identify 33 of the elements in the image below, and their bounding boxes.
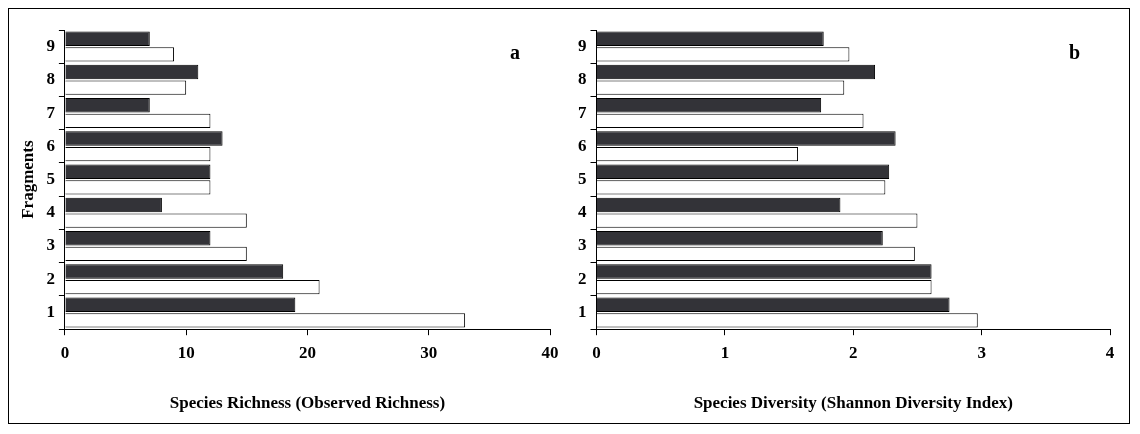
- y-tick-label: 3: [578, 235, 587, 255]
- x-tick-label: 30: [420, 342, 438, 362]
- y-tick-label: 5: [578, 168, 587, 188]
- y-tick-label: 2: [578, 268, 587, 288]
- y-tick-label: 4: [46, 202, 56, 222]
- y-tick-label: 9: [46, 36, 55, 56]
- x-tick-label: 20: [298, 342, 316, 362]
- x-axis-title: Species Richness (Observed Richness): [169, 393, 446, 413]
- x-tick-label: 40: [541, 342, 559, 362]
- x-tick-label: 0: [60, 342, 70, 362]
- x-tick-label: 4: [1105, 342, 1115, 362]
- y-tick-label: 2: [46, 268, 55, 288]
- y-tick-label: 5: [46, 168, 55, 188]
- annotation: b: [1068, 41, 1080, 64]
- y-tick-label: 8: [46, 69, 55, 89]
- y-tick-label: 8: [578, 69, 587, 89]
- x-tick-label: 2: [849, 342, 858, 362]
- y-tick-label: 6: [46, 135, 55, 155]
- x-axis-title: Species Diversity (Shannon Diversity Index): [693, 393, 1013, 413]
- y-tick-label: 7: [46, 102, 56, 122]
- y-tick-label: 7: [578, 102, 587, 122]
- y-tick-label: 9: [578, 36, 587, 56]
- x-tick-label: 3: [977, 342, 986, 362]
- x-tick-label: 10: [177, 342, 195, 362]
- x-tick-label: 1: [720, 342, 730, 362]
- y-axis-title: Fragments: [17, 140, 37, 219]
- y-tick-label: 1: [578, 301, 587, 321]
- annotation: a: [510, 41, 520, 64]
- y-tick-label: 1: [46, 301, 55, 321]
- y-tick-label: 3: [46, 235, 55, 255]
- x-tick-label: 0: [592, 342, 601, 362]
- y-tick-label: 6: [578, 135, 587, 155]
- y-tick-label: 4: [578, 202, 587, 222]
